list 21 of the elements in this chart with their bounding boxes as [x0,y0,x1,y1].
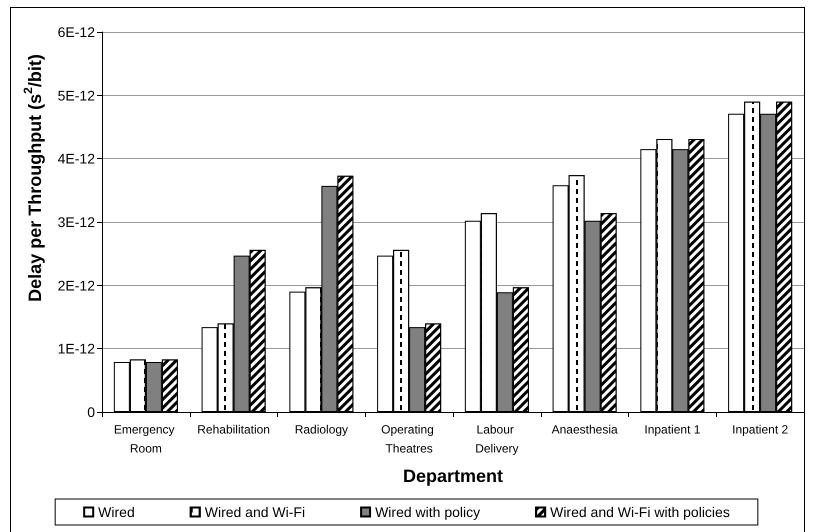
y-tick-label: 5E-12 [58,87,96,104]
x-tick-label: Radiology [294,422,348,436]
x-axis-title: Department [402,466,504,486]
x-tick-label: Labour Delivery [475,422,519,456]
y-tick-label: 2E-12 [58,277,96,294]
legend-label: Wired with policy [375,504,480,520]
legend-label: Wired and Wi-Fi [204,504,306,520]
x-tick-label: Inpatient 1 [644,422,701,436]
y-axis-title: Delay per Throughput (s2/bit) [21,54,45,302]
x-tick-label: Rehabilitation [197,422,270,436]
legend-label: Wired [98,504,135,520]
x-tick-label: Inpatient 2 [732,422,788,436]
y-tick-label: 6E-12 [58,24,96,40]
x-tick-label: Emergency Room [114,422,178,456]
y-tick-label: 3E-12 [58,214,96,230]
y-tick-label: 4E-12 [58,150,96,167]
x-tick-label: Operating Theatres [381,422,438,456]
x-tick-label: Anaesthesia [552,422,618,436]
y-tick-label: 1E-12 [58,340,96,357]
legend-label: Wired and Wi-Fi with policies [550,504,730,520]
y-tick-label: 0 [87,404,96,420]
